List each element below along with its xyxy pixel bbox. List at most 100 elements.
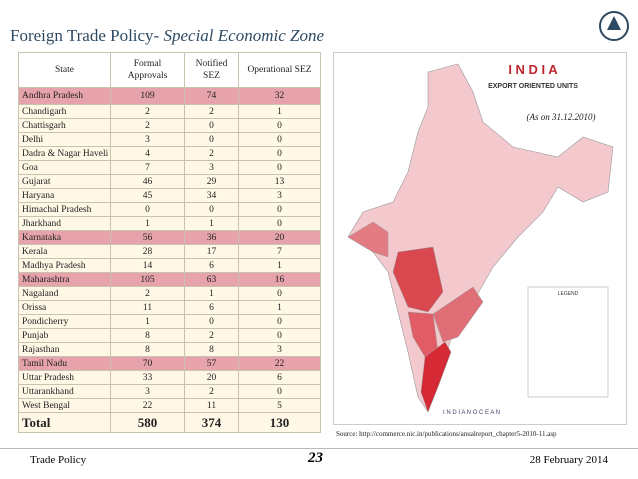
cell-value: 3	[238, 342, 321, 357]
cell-value: 0	[238, 146, 321, 161]
footer-left: Trade Policy	[30, 454, 87, 466]
cell-value: 6	[184, 300, 239, 315]
table-row: Jharkhand 1 1 0	[18, 216, 321, 231]
cell-value: 45	[110, 188, 185, 203]
cell-value: 6	[238, 370, 321, 385]
table-row: Uttarankhand 3 2 0	[18, 384, 321, 399]
map: I N D I A EXPORT ORIENTED UNITS (As on 3…	[333, 52, 627, 425]
cell-value: 1	[110, 314, 185, 329]
cell-value: 11	[110, 300, 185, 315]
table-row: Orissa 11 6 1	[18, 300, 321, 315]
cell-value: 32	[238, 87, 321, 105]
footer: Trade Policy 23 28 February 2014	[0, 448, 638, 469]
cell-value: 2	[184, 104, 239, 119]
table-row: Pondicherry 1 0 0	[18, 314, 321, 329]
total-row: Total 580 374 130	[18, 412, 321, 433]
cell-value: 28	[110, 244, 185, 259]
cell-value: 0	[238, 202, 321, 217]
state-name: Haryana	[18, 188, 111, 203]
state-name: Delhi	[18, 132, 111, 147]
column-header: State	[18, 52, 111, 88]
cell-value: 1	[238, 300, 321, 315]
cell-value: 20	[238, 230, 321, 245]
state-name: Nagaland	[18, 286, 111, 301]
table-row: Karnataka 56 36 20	[18, 230, 321, 245]
slide-title: Foreign Trade Policy- Special Economic Z…	[10, 26, 324, 46]
state-name: Gujarat	[18, 174, 111, 189]
cell-value: 56	[110, 230, 185, 245]
footer-date: 28 February 2014	[529, 454, 608, 466]
table-row: Tamil Nadu 70 57 22	[18, 356, 321, 371]
cell-value: 1	[238, 104, 321, 119]
cell-value: 2	[110, 104, 185, 119]
cell-value: 6	[184, 258, 239, 273]
title-italic: Special Economic Zone	[163, 26, 324, 45]
state-name: Dadra & Nagar Haveli	[18, 146, 111, 161]
cell-value: 105	[110, 272, 185, 287]
cell-value: 7	[238, 244, 321, 259]
table-row: Uttar Pradesh 33 20 6	[18, 370, 321, 385]
state-name: Chandigarh	[18, 104, 111, 119]
cell-value: 0	[184, 118, 239, 133]
column-header: Formal Approvals	[110, 52, 185, 88]
cell-value: 14	[110, 258, 185, 273]
state-name: Madhya Pradesh	[18, 258, 111, 273]
cell-value: 0	[238, 286, 321, 301]
state-name: Karnataka	[18, 230, 111, 245]
cell-value: 2	[184, 384, 239, 399]
logo	[599, 11, 629, 41]
table-row: Goa 7 3 0	[18, 160, 321, 175]
state-name: Rajasthan	[18, 342, 111, 357]
cell-value: 3	[110, 384, 185, 399]
table-row: Gujarat 46 29 13	[18, 174, 321, 189]
cell-value: 57	[184, 356, 239, 371]
cell-value: 0	[184, 132, 239, 147]
cell-value: 8	[184, 342, 239, 357]
state-name: Punjab	[18, 328, 111, 343]
cell-value: 11	[184, 398, 239, 413]
cell-value: 29	[184, 174, 239, 189]
cell-value: 16	[238, 272, 321, 287]
column-header: Notified SEZ	[184, 52, 239, 88]
cell-value: 0	[238, 160, 321, 175]
cell-value: 3	[238, 188, 321, 203]
table-row: Chattisgarh 2 0 0	[18, 118, 321, 133]
cell-value: 33	[110, 370, 185, 385]
state-name: Himachal Pradesh	[18, 202, 111, 217]
total-cell: 374	[184, 412, 239, 433]
cell-value: 17	[184, 244, 239, 259]
table-row: Chandigarh 2 2 1	[18, 104, 321, 119]
map-subtitle: EXPORT ORIENTED UNITS	[488, 83, 578, 90]
cell-value: 0	[238, 384, 321, 399]
cell-value: 2	[184, 146, 239, 161]
state-name: Jharkhand	[18, 216, 111, 231]
state-name: Orissa	[18, 300, 111, 315]
cell-value: 63	[184, 272, 239, 287]
state-name: Uttarankhand	[18, 384, 111, 399]
table-row: Haryana 45 34 3	[18, 188, 321, 203]
cell-value: 20	[184, 370, 239, 385]
cell-value: 0	[184, 314, 239, 329]
cell-value: 8	[110, 342, 185, 357]
cell-value: 2	[184, 328, 239, 343]
state-name: Chattisgarh	[18, 118, 111, 133]
table-row: West Bengal 22 11 5	[18, 398, 321, 413]
cell-value: 0	[238, 328, 321, 343]
cell-value: 109	[110, 87, 185, 105]
cell-value: 2	[110, 118, 185, 133]
table-row: Rajasthan 8 8 3	[18, 342, 321, 357]
cell-value: 3	[110, 132, 185, 147]
column-header: Operational SEZ	[238, 52, 321, 88]
cell-value: 3	[184, 160, 239, 175]
cell-value: 4	[110, 146, 185, 161]
cell-value: 22	[110, 398, 185, 413]
state-name: Andhra Pradesh	[18, 87, 111, 105]
table-row: Nagaland 2 1 0	[18, 286, 321, 301]
title-text: Foreign Trade Policy-	[10, 26, 160, 45]
table-row: Kerala 28 17 7	[18, 244, 321, 259]
cell-value: 13	[238, 174, 321, 189]
cell-value: 34	[184, 188, 239, 203]
cell-value: 1	[238, 258, 321, 273]
cell-value: 8	[110, 328, 185, 343]
